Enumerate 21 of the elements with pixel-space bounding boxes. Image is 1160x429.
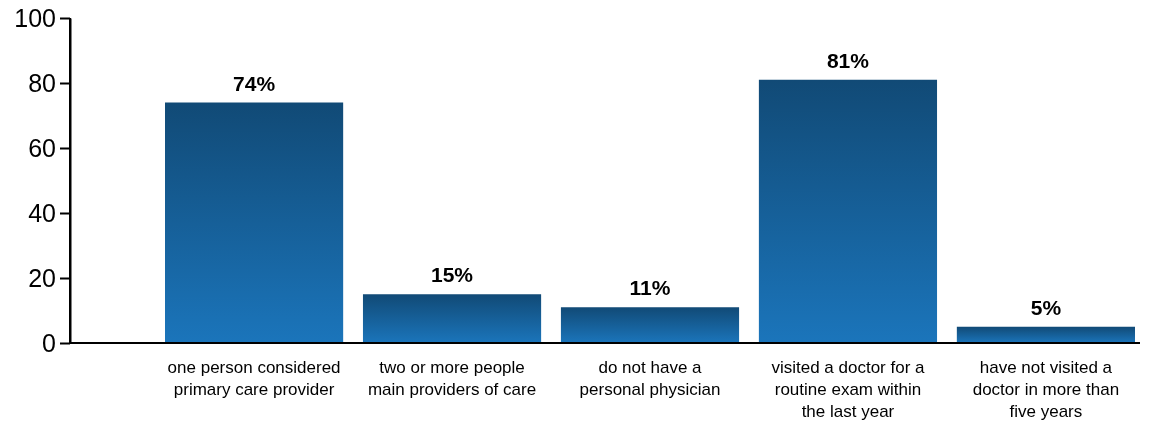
bar — [758, 79, 938, 343]
data-label: 15% — [431, 263, 474, 287]
bar — [362, 294, 542, 343]
y-tick-label: 20 — [28, 263, 56, 292]
y-tick-label: 60 — [28, 133, 56, 162]
bar — [165, 102, 344, 343]
y-tick-label: 80 — [28, 68, 56, 97]
x-tick-label: one person considered primary care provider — [167, 358, 341, 399]
data-label: 74% — [233, 71, 276, 95]
data-label: 5% — [1030, 295, 1062, 319]
x-tick-label: do not have a personal physician — [579, 358, 721, 399]
bar — [956, 326, 1135, 343]
data-label: 11% — [629, 276, 671, 300]
data-label: 81% — [826, 48, 870, 72]
x-tick-label: visited a doctor for a routine exam within the last year — [771, 358, 926, 421]
bar — [560, 307, 740, 343]
x-tick-label: have not visited a doctor in more than five years — [972, 358, 1120, 421]
y-tick-label: 0 — [42, 328, 56, 357]
x-tick-label: two or more people main providers of care — [367, 358, 537, 399]
y-tick-label: 100 — [14, 3, 56, 32]
y-tick-label: 40 — [28, 198, 56, 227]
